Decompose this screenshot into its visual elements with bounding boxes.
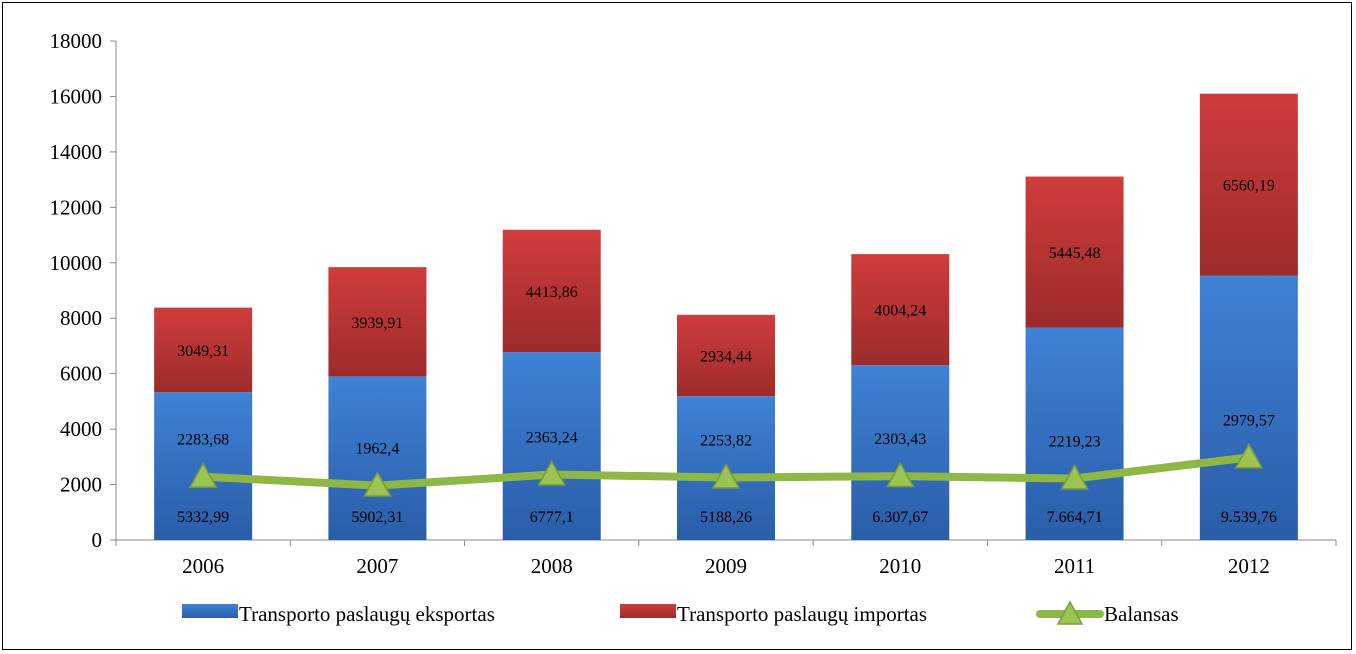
bar-export xyxy=(1199,275,1298,540)
export-value-label: 9.539,76 xyxy=(1221,509,1277,526)
bar-import xyxy=(1199,93,1298,276)
y-tick-label: 12000 xyxy=(50,195,103,219)
legend-swatch-balance-marker xyxy=(1056,600,1084,625)
x-tick-label: 2006 xyxy=(182,554,224,578)
balance-value-label: 2219,23 xyxy=(1049,433,1101,450)
bar-export xyxy=(1025,327,1124,540)
data-labels-group: 5332,99 3049,31 2283,68 5902,31 3939,91 1962,… xyxy=(177,178,1277,526)
balance-value-label: 1962,4 xyxy=(355,441,399,458)
x-tick-label: 2007 xyxy=(356,554,398,578)
bar-import xyxy=(851,254,950,366)
y-tick-label: 0 xyxy=(92,528,103,552)
bars-group xyxy=(154,93,1298,540)
balance-point-marker xyxy=(886,461,915,488)
balance-point-marker xyxy=(1234,442,1264,469)
bar-import xyxy=(154,307,253,393)
export-value-label: 7.664,71 xyxy=(1047,509,1103,526)
x-tick-label: 2010 xyxy=(879,554,921,578)
x-tick-label: 2011 xyxy=(1054,554,1095,578)
bar-import xyxy=(328,267,427,377)
import-value-label: 2934,44 xyxy=(700,348,752,365)
balance-point-marker xyxy=(188,462,218,488)
import-value-label: 4413,86 xyxy=(526,284,578,301)
x-tick-label: 2012 xyxy=(1228,554,1270,578)
balance-line-group xyxy=(188,442,1264,497)
import-value-label: 3939,91 xyxy=(351,315,403,332)
bar-import xyxy=(502,229,601,353)
export-value-label: 5188,26 xyxy=(700,509,752,526)
y-tick-label: 16000 xyxy=(50,84,103,108)
balance-value-label: 2363,24 xyxy=(526,429,578,446)
legend-label-export: Transporto paslaugų eksportas xyxy=(239,602,495,626)
y-tick-label: 4000 xyxy=(60,417,102,441)
x-axis: 2006 2007 2008 2009 2010 2011 2012 xyxy=(115,539,1337,578)
balance-point-marker xyxy=(1060,463,1089,490)
x-tick-label: 2008 xyxy=(531,554,573,578)
legend-label-balance: Balansas xyxy=(1104,602,1179,626)
export-value-label: 6777,1 xyxy=(530,509,574,526)
balance-value-label: 2283,68 xyxy=(177,432,229,449)
import-value-label: 5445,48 xyxy=(1049,245,1101,262)
bar-export xyxy=(851,365,950,540)
balance-point-marker xyxy=(537,459,566,486)
legend-swatch-export xyxy=(182,604,238,618)
y-tick-label: 8000 xyxy=(60,306,102,330)
balance-point-marker xyxy=(711,462,741,489)
legend: Transporto paslaugų eksportas Transporto … xyxy=(182,600,1179,626)
y-tick-label: 10000 xyxy=(50,251,103,275)
export-value-label: 5332,99 xyxy=(177,509,229,526)
bar-export xyxy=(502,352,601,540)
import-value-label: 4004,24 xyxy=(874,303,926,320)
bar-import xyxy=(677,314,775,397)
balance-value-label: 2303,43 xyxy=(874,431,926,448)
bar-import xyxy=(1025,176,1124,328)
balance-value-label: 2979,57 xyxy=(1223,412,1275,429)
y-tick-label: 2000 xyxy=(60,473,102,497)
balance-point-marker xyxy=(363,471,392,497)
legend-swatch-import xyxy=(620,604,676,618)
y-tick-label: 14000 xyxy=(50,140,103,164)
import-value-label: 3049,31 xyxy=(177,343,229,360)
y-tick-label: 18000 xyxy=(50,29,103,53)
legend-label-import: Transporto paslaugų importas xyxy=(677,602,927,626)
export-value-label: 5902,31 xyxy=(351,509,403,526)
y-axis: 0 2000 4000 6000 8000 10000 12000 14000 16000 180… xyxy=(50,29,117,552)
x-tick-label: 2009 xyxy=(705,554,747,578)
balance-value-label: 2253,82 xyxy=(700,433,752,450)
import-value-label: 6560,19 xyxy=(1223,178,1275,195)
bar-export xyxy=(328,376,427,540)
y-tick-label: 6000 xyxy=(60,362,102,386)
export-value-label: 6.307,67 xyxy=(872,509,928,526)
